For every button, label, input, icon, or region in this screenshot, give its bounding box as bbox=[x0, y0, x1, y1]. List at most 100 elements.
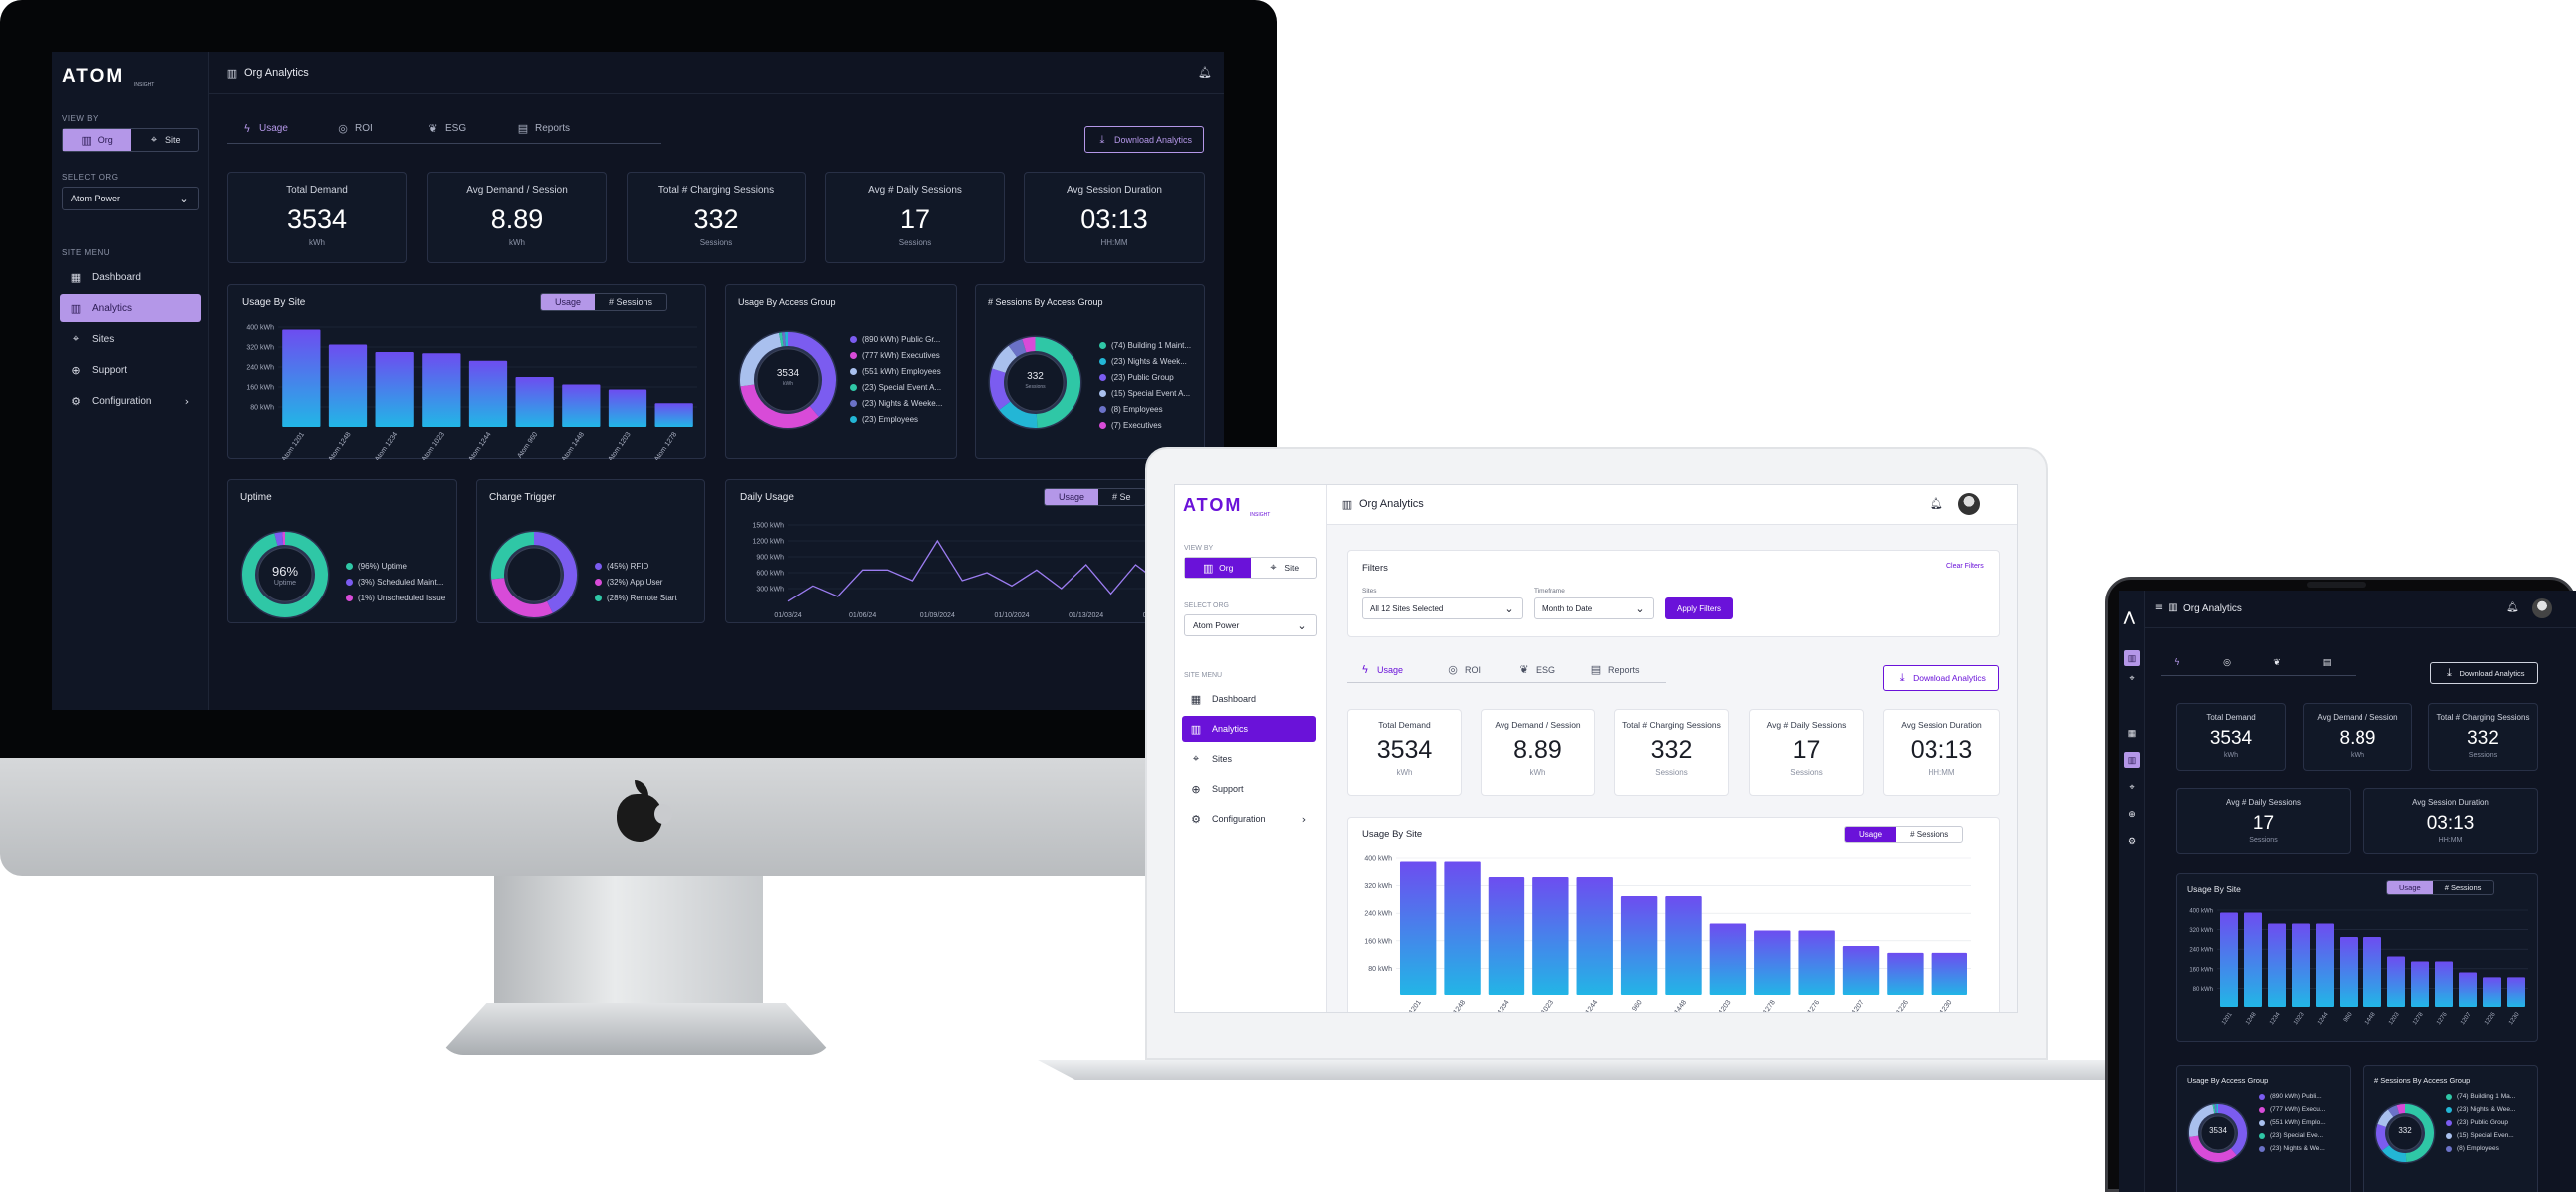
bar bbox=[1665, 895, 1702, 995]
bell-icon[interactable]: 🔔︎ bbox=[1930, 497, 1943, 510]
y-tick-label: 240 kWh bbox=[246, 365, 274, 372]
lifebuoy-icon[interactable]: ⊕ bbox=[2128, 809, 2136, 819]
sessions-toggle-button[interactable]: # Se bbox=[1112, 492, 1131, 502]
download-analytics-button[interactable]: ⤓ Download Analytics bbox=[1084, 126, 1204, 153]
charge-trigger-donut bbox=[489, 530, 579, 619]
apply-filters-button[interactable]: Apply Filters bbox=[1665, 597, 1733, 619]
avatar[interactable] bbox=[2532, 598, 2552, 618]
donut-hole bbox=[2200, 1115, 2236, 1151]
tab-esg[interactable]: ❦ ESG bbox=[1519, 663, 1556, 676]
atom-logo: ATOM bbox=[62, 66, 125, 87]
sidebar-item-sites[interactable]: ⌖ Sites bbox=[60, 325, 201, 353]
pin-icon: ⌖ bbox=[150, 133, 158, 146]
donut-slice bbox=[2189, 1135, 2237, 1162]
imac-stand-neck bbox=[494, 876, 763, 1010]
bar bbox=[328, 344, 368, 427]
kpi-card: Total # Charging Sessions 332 Sessions bbox=[1614, 709, 1729, 796]
usage-toggle-button[interactable]: Usage bbox=[1845, 827, 1897, 842]
sidebar-item-analytics[interactable]: ▥ Analytics bbox=[60, 294, 201, 322]
document-icon[interactable]: ▤ bbox=[2322, 658, 2332, 668]
donut-slice bbox=[1008, 338, 1027, 358]
bolt-icon[interactable]: ϟ bbox=[2174, 658, 2180, 668]
gear-icon[interactable]: ⚙ bbox=[2127, 836, 2137, 846]
usage-by-access-group-donut bbox=[738, 330, 838, 430]
sidebar-item-configuration[interactable]: ⚙ Configuration › bbox=[60, 387, 201, 415]
legend-item: (890 kWh) Publi... bbox=[2259, 1090, 2326, 1103]
tab-usage[interactable]: ϟ Usage bbox=[241, 122, 288, 135]
sites-filter-dropdown[interactable]: All 12 Sites Selected ⌄ bbox=[1362, 597, 1523, 619]
bolt-icon: ϟ bbox=[243, 122, 251, 135]
y-tick-label: 80 kWh bbox=[250, 405, 274, 412]
donut-slice bbox=[2217, 1104, 2247, 1156]
x-tick-label: 1448 bbox=[2364, 1011, 2377, 1026]
select-org-label: SELECT ORG bbox=[62, 173, 119, 182]
donut-slice bbox=[740, 332, 782, 387]
legend-item: (23) Nights & Weeke... bbox=[850, 395, 942, 411]
x-tick-label: 01/13/2024 bbox=[1069, 612, 1103, 619]
tab-reports[interactable]: ▤ Reports bbox=[1590, 663, 1640, 676]
y-tick-label: 80 kWh bbox=[2193, 987, 2213, 993]
avatar[interactable] bbox=[1958, 493, 1980, 515]
donut-slice bbox=[740, 384, 819, 428]
sessions-toggle-button[interactable]: # Sessions bbox=[2444, 883, 2482, 892]
sidebar-item-analytics[interactable]: ▥ Analytics bbox=[1182, 716, 1316, 742]
bar bbox=[2292, 923, 2310, 1007]
view-by-site-button[interactable]: ⌖ Site bbox=[131, 129, 199, 151]
timeframe-filter-label: Timeframe bbox=[1534, 588, 1565, 595]
view-by-site-button[interactable]: ⌖ Site bbox=[1251, 558, 1317, 578]
x-tick-label: Atom 1244 bbox=[467, 431, 492, 460]
menu-icon[interactable]: ≡ bbox=[2154, 602, 2164, 613]
clear-filters-link[interactable]: Clear Filters bbox=[1946, 563, 1984, 570]
grid-icon[interactable]: ▦ bbox=[2127, 728, 2137, 738]
sidebar-item-support[interactable]: ⊕ Support bbox=[71, 363, 128, 377]
pin-icon[interactable]: ⌖ bbox=[2129, 673, 2135, 683]
sidebar-item-dashboard[interactable]: ▦ Dashboard bbox=[70, 270, 141, 284]
usage-toggle-button[interactable]: Usage bbox=[541, 294, 596, 310]
card-title: Usage By Access Group bbox=[2187, 1076, 2269, 1085]
tab-reports[interactable]: ▤ Reports bbox=[517, 122, 571, 135]
usage-by-access-group-card: Usage By Access Group 3534 (890 kWh) Pub… bbox=[2176, 1065, 2351, 1192]
download-analytics-button[interactable]: ⤓ Download Analytics bbox=[1883, 665, 1999, 691]
bar-chart-icon[interactable]: ▥ bbox=[2124, 752, 2140, 768]
select-org-dropdown[interactable]: Atom Power ⌄ bbox=[1184, 614, 1317, 636]
bar bbox=[1931, 952, 1968, 995]
y-tick-label: 900 kWh bbox=[756, 555, 784, 562]
kpi-card: Avg # Daily Sessions 17 Sessions bbox=[2176, 788, 2351, 854]
sessions-toggle-button[interactable]: # Sessions bbox=[609, 297, 653, 307]
usage-toggle-button[interactable]: Usage bbox=[1045, 489, 1099, 505]
bell-icon[interactable]: 🔔︎ bbox=[1198, 66, 1212, 79]
donut-slice bbox=[533, 532, 577, 613]
bar bbox=[1798, 930, 1835, 995]
pin-icon[interactable]: ⌖ bbox=[2129, 782, 2135, 792]
building-icon[interactable]: ▥ bbox=[2124, 650, 2140, 666]
tab-esg[interactable]: ❦ ESG bbox=[428, 122, 467, 135]
y-tick-label: 1200 kWh bbox=[752, 539, 784, 546]
tab-bar: ϟ Usage ◎ ROI ❦ ESG ▤ Reports bbox=[227, 122, 661, 144]
kpi-card: Avg # Daily Sessions 17 Sessions bbox=[1749, 709, 1864, 796]
tab-roi[interactable]: ◎ ROI bbox=[338, 122, 373, 135]
piggy-bank-icon[interactable]: ◎ bbox=[2223, 658, 2231, 668]
tab-roi[interactable]: ◎ ROI bbox=[1448, 663, 1482, 676]
sidebar-item-sites[interactable]: ⌖ Sites bbox=[1182, 746, 1316, 772]
select-org-dropdown[interactable]: Atom Power ⌄ bbox=[62, 187, 199, 210]
view-by-org-button[interactable]: ▥ Org bbox=[1185, 558, 1251, 578]
leaf-icon[interactable]: ❦ bbox=[2273, 658, 2281, 668]
download-analytics-button[interactable]: ⤓ Download Analytics bbox=[2430, 662, 2538, 684]
kpi-card: Total Demand 3534 kWh bbox=[2176, 703, 2286, 771]
sidebar-item-dashboard[interactable]: ▦ Dashboard bbox=[1190, 692, 1257, 706]
view-by-org-button[interactable]: ▥ Org bbox=[63, 129, 131, 151]
y-tick-label: 1500 kWh bbox=[752, 523, 784, 530]
sidebar-item-support[interactable]: ⊕ Support bbox=[1191, 782, 1244, 796]
legend-item: (23) Special Event A... bbox=[850, 379, 942, 395]
sessions-toggle-button[interactable]: # Sessions bbox=[1910, 830, 1949, 839]
sidebar-item-configuration[interactable]: ⚙ Configuration › bbox=[1182, 806, 1316, 832]
bell-icon[interactable]: 🔔︎ bbox=[2506, 602, 2519, 613]
donut-legend: (74) Building 1 Ma... (23) Nights & Wee.… bbox=[2446, 1090, 2515, 1155]
usage-toggle-button[interactable]: Usage bbox=[2387, 881, 2433, 894]
x-tick-label: 01/10/2024 bbox=[994, 612, 1029, 619]
x-tick-label: Atom 1234 bbox=[374, 431, 399, 460]
kpi-card: Avg Session Duration 03:13 HH:MM bbox=[1024, 172, 1205, 263]
bar bbox=[468, 360, 508, 427]
timeframe-filter-dropdown[interactable]: Month to Date ⌄ bbox=[1534, 597, 1654, 619]
tab-usage[interactable]: ϟ Usage bbox=[1359, 663, 1403, 676]
